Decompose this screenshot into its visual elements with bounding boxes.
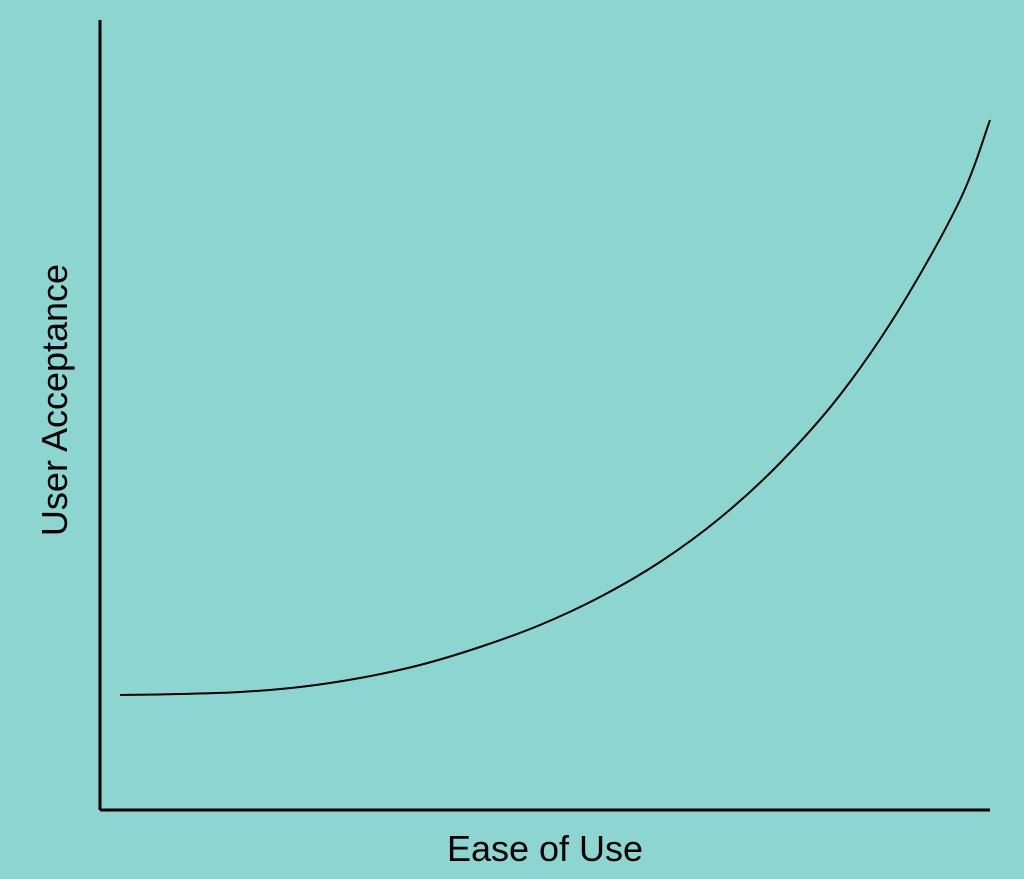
curve-line [120, 120, 990, 695]
chart-svg [0, 0, 1024, 879]
y-axis-label: User Acceptance [34, 264, 76, 536]
chart-container: Ease of Use User Acceptance [0, 0, 1024, 879]
x-axis-label: Ease of Use [447, 828, 643, 870]
